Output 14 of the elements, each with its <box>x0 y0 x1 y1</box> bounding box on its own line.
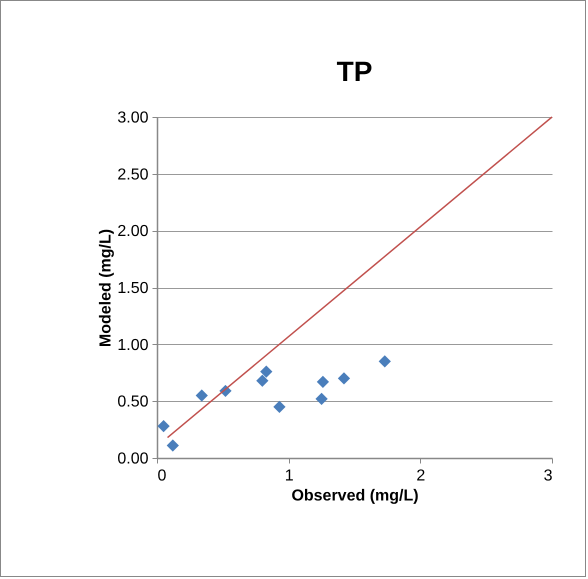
y-tick-label: 1.50 <box>117 280 149 297</box>
x-tick-label: 3 <box>544 468 553 484</box>
chart-title: TP <box>336 56 372 87</box>
y-tick-label: 2.50 <box>117 166 149 184</box>
y-tick-label: 3.00 <box>117 110 149 126</box>
y-tick-label: 2.00 <box>117 223 149 240</box>
y-tick-label: 1.00 <box>117 336 149 354</box>
x-tick-label: 1 <box>284 468 294 484</box>
y-tick-label: 0.50 <box>117 394 149 411</box>
y-axis-title: Modeled (mg/L) <box>97 228 114 348</box>
y-tick-label: 0.00 <box>117 450 149 468</box>
x-tick-label: 0 <box>158 468 166 484</box>
x-axis-title: Observed (mg/L) <box>291 488 419 504</box>
x-tick-label: 2 <box>416 468 426 484</box>
